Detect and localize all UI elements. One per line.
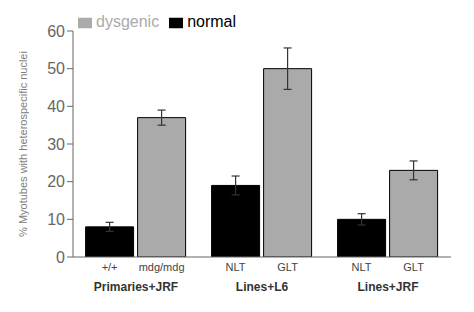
svg-text:GLT: GLT	[403, 261, 424, 273]
svg-text:Primaries+JRF: Primaries+JRF	[94, 280, 178, 294]
svg-text:mdg/mdg: mdg/mdg	[139, 261, 185, 273]
svg-text:NLT: NLT	[226, 261, 246, 273]
svg-text:Lines+JRF: Lines+JRF	[357, 280, 418, 294]
svg-text:0: 0	[56, 249, 65, 266]
svg-text:NLT: NLT	[352, 261, 372, 273]
html-text:normal: normal	[187, 13, 237, 30]
svg-text:10: 10	[47, 211, 65, 228]
svg-text:30: 30	[47, 136, 65, 153]
svg-text:+/+: +/+	[102, 261, 118, 273]
html-text:dysgenic: dysgenic	[96, 13, 160, 30]
svg-text:60: 60	[47, 23, 65, 40]
svg-text:40: 40	[47, 98, 65, 115]
svg-text:GLT: GLT	[277, 261, 298, 273]
svg-text:20: 20	[47, 173, 65, 190]
svg-text:% Myotubes with heterospecific: % Myotubes with heterospecific nuclei	[17, 51, 29, 237]
svg-text:50: 50	[47, 60, 65, 77]
svg-text:Lines+L6: Lines+L6	[236, 280, 289, 294]
